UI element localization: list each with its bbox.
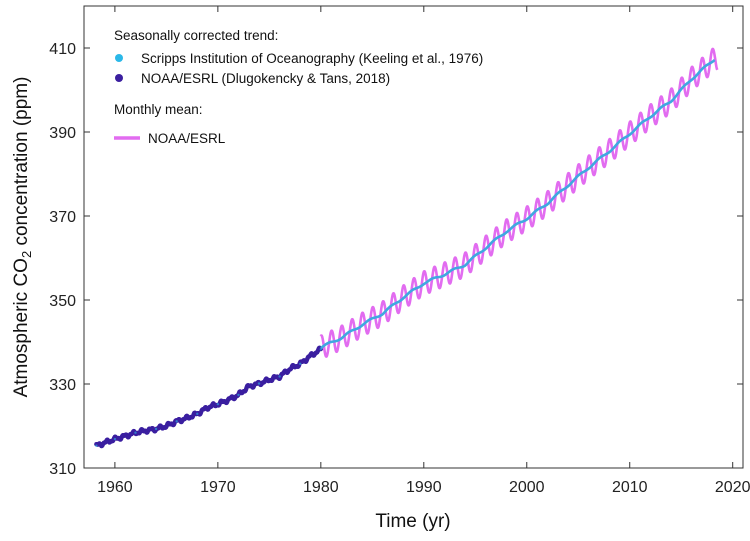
y-tick-label: 310 (49, 461, 76, 478)
y-axis-title-subscript: 2 (19, 251, 34, 258)
data-point (299, 362, 302, 366)
x-tick-label: 2010 (612, 479, 648, 496)
y-axis-title-prefix: Atmospheric CO (11, 258, 32, 397)
y-tick-label: 370 (49, 209, 76, 226)
legend-scripps-marker (115, 54, 123, 62)
data-point (175, 420, 178, 423)
plot-frame (83, 5, 744, 469)
data-point (95, 444, 98, 447)
y-tick-label: 350 (49, 293, 76, 310)
x-tick-label: 2020 (715, 479, 750, 496)
y-axis-title-suffix: concentration (ppm) (11, 77, 32, 251)
data-point (257, 382, 261, 385)
legend-scripps-label: Scripps Institution of Oceanography (Kee… (141, 51, 483, 66)
x-axis-title: Time (yr) (375, 511, 450, 532)
x-tick-label: 1970 (200, 479, 236, 496)
series-noaa-early (94, 345, 323, 449)
ticks-layer: 1960 1970 1980 1990 2000 2010 2020 310 330 350 370… (49, 6, 750, 496)
x-tick-label: 1990 (406, 479, 442, 496)
data-point (278, 375, 281, 378)
y-tick-label: 390 (49, 125, 76, 142)
legend-group1-title: Seasonally corrected trend: (114, 28, 278, 43)
data-point (196, 412, 199, 416)
data-point (113, 437, 117, 441)
y-tick-label: 330 (49, 377, 76, 394)
y-axis-title: Atmospheric CO2 concentration (ppm) (11, 77, 34, 398)
series-monthly-mean (319, 47, 719, 358)
data-point (237, 393, 240, 397)
data-point (216, 402, 220, 406)
legend-monthly-label: NOAA/ESRL (148, 131, 226, 146)
legend-group2-title: Monthly mean: (114, 102, 203, 117)
y-tick-label: 410 (49, 41, 76, 58)
legend: Seasonally corrected trend: Scripps Inst… (114, 28, 483, 146)
x-tick-label: 2000 (509, 479, 545, 496)
legend-noaa-label: NOAA/ESRL (Dlugokencky & Tans, 2018) (141, 71, 390, 86)
series-scripps (95, 347, 323, 447)
x-tick-label: 1960 (97, 479, 133, 496)
x-tick-label: 1980 (303, 479, 339, 496)
legend-noaa-marker (115, 74, 123, 82)
data-layer (94, 47, 719, 449)
data-point (154, 427, 158, 431)
data-point (134, 431, 137, 434)
series-trend-line (320, 59, 716, 350)
